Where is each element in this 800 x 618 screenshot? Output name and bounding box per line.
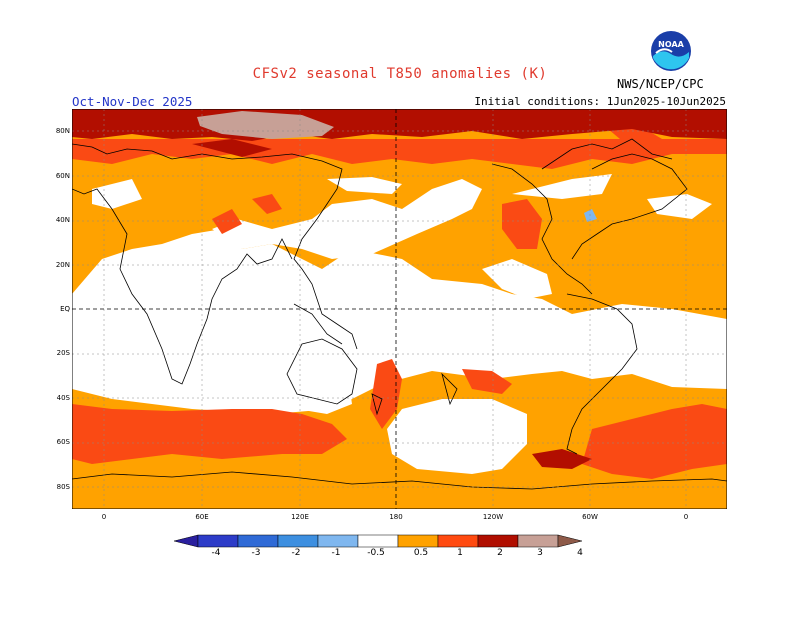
lon-label-60w: 60W (582, 513, 598, 521)
lat-label-60s: 60S (56, 438, 70, 446)
lon-label-180: 180 (389, 513, 403, 521)
colorbar-cells (173, 534, 583, 548)
colorbar-label: -1 (331, 548, 341, 558)
colorbar-label: 0.5 (413, 548, 429, 558)
colorbar-cell (437, 534, 479, 548)
colorbar-end-high (557, 534, 583, 548)
lat-label-20s: 20S (56, 349, 70, 357)
colorbar-label: -0.5 (367, 548, 385, 558)
lat-label-40s: 40S (56, 394, 70, 402)
coastlines (72, 138, 727, 490)
logo-text: NOAA (658, 40, 684, 49)
colorbar-label: -3 (251, 548, 261, 558)
colorbar-cell (317, 534, 359, 548)
lon-label-0-east: 0 (683, 513, 689, 521)
colorbar-cell (237, 534, 279, 548)
lon-label-120e: 120E (291, 513, 309, 521)
colorbar-cell (397, 534, 439, 548)
anomaly-map (72, 109, 727, 509)
lon-label-120w: 120W (482, 513, 504, 521)
colorbar-label: -2 (291, 548, 301, 558)
colorbar-cell (517, 534, 559, 548)
map-title: CFSv2 seasonal T850 anomalies (K) (252, 66, 548, 82)
lon-label-60e: 60E (195, 513, 209, 521)
colorbar-end-low (173, 534, 199, 548)
colorbar-label: 4 (577, 548, 583, 558)
lat-label-80n: 80N (55, 127, 70, 135)
lat-label-40n: 40N (55, 216, 70, 224)
noaa-logo: NOAA (651, 31, 691, 71)
lon-label-0: 0 (101, 513, 107, 521)
colorbar-label: 1 (457, 548, 463, 558)
colorbar-cell (197, 534, 239, 548)
lat-label-eq: EQ (60, 305, 70, 313)
agency-label: NWS/NCEP/CPC (617, 77, 704, 91)
initial-conditions: Initial conditions: 1Jun2025-10Jun2025 (474, 95, 726, 108)
colorbar-label: 3 (537, 548, 543, 558)
colorbar (173, 534, 583, 548)
lat-label-80s: 80S (56, 483, 70, 491)
lat-label-20n: 20N (55, 261, 70, 269)
colorbar-cell (277, 534, 319, 548)
colorbar-cell (357, 534, 399, 548)
colorbar-label: -4 (211, 548, 221, 558)
anomaly-fill (72, 109, 727, 509)
colorbar-cell (477, 534, 519, 548)
lat-label-60n: 60N (55, 172, 70, 180)
colorbar-label: 2 (497, 548, 503, 558)
season-label: Oct-Nov-Dec 2025 (72, 94, 193, 109)
